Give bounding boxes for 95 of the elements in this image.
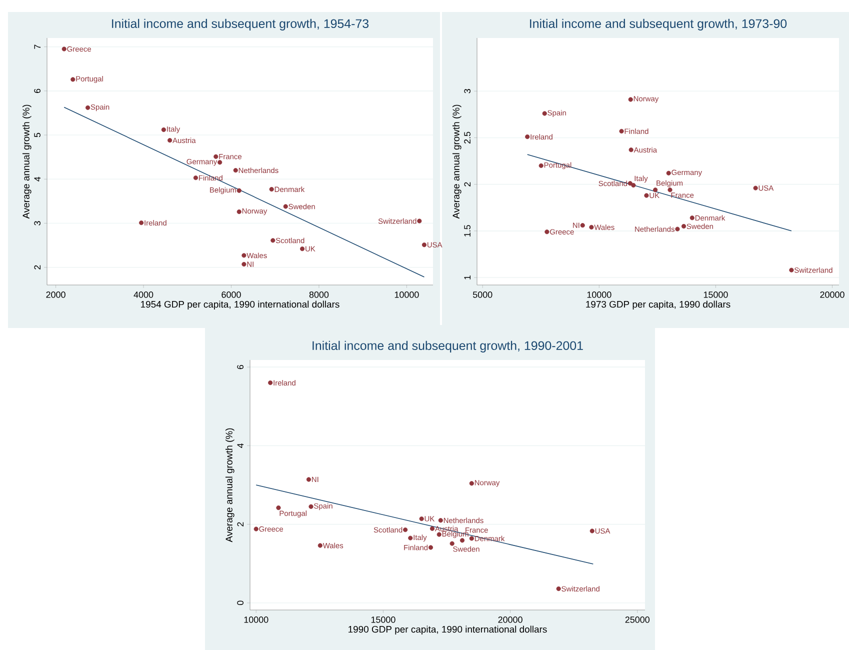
point (403, 527, 408, 532)
y-tick-label: 5 (34, 132, 40, 138)
y-tick-label: 2.5 (464, 132, 470, 144)
point (218, 160, 222, 165)
point (242, 253, 246, 258)
point (161, 127, 166, 132)
x-tick-label: 10000 (587, 292, 612, 298)
point (254, 526, 258, 532)
y-tick-label: 4 (237, 443, 244, 448)
x-tick-label: 2000 (46, 292, 66, 298)
point (628, 97, 633, 102)
y-axis-title: Average annual growth (%) (22, 104, 32, 219)
point (233, 168, 238, 173)
x-axis-title: 1990 GDP per capita, 1990 international dollars (348, 626, 547, 635)
point (666, 170, 671, 176)
point (283, 204, 288, 209)
x-axis-title: 1954 GDP per capita, 1990 international dollars (141, 300, 340, 310)
point (469, 481, 474, 486)
point (422, 242, 427, 248)
y-tick-label: 1 (464, 275, 470, 280)
point (300, 246, 305, 252)
x-tick-label: 15000 (371, 616, 396, 623)
point (544, 230, 550, 234)
y-axis-title: Average annual growth (%) (452, 104, 462, 219)
point (436, 532, 442, 537)
point (589, 224, 594, 230)
point (450, 541, 454, 546)
x-tick-label: 10000 (394, 292, 419, 298)
point (438, 518, 443, 523)
point (428, 545, 434, 550)
point (193, 176, 198, 180)
point (460, 538, 465, 543)
y-tick-label: 2 (34, 265, 40, 270)
y-tick-label: 3 (464, 89, 470, 94)
point (86, 105, 90, 110)
point (538, 163, 544, 168)
x-tick-label: 25000 (625, 616, 650, 623)
point (631, 182, 636, 188)
point (70, 77, 76, 82)
x-tick-label: 10000 (244, 616, 268, 623)
y-tick-label: 1.5 (464, 225, 470, 236)
point (242, 262, 246, 267)
point (789, 268, 794, 272)
chart-title: Initial income and subsequent growth, 1954-73 (112, 18, 369, 30)
point (556, 586, 561, 592)
x-tick-label: 4000 (134, 292, 154, 298)
point (270, 238, 276, 243)
y-tick-label: 2 (464, 182, 470, 186)
chart-title: Initial income and subsequent growth, 1990-2001 (312, 340, 583, 352)
point (268, 380, 273, 386)
point (214, 154, 218, 159)
point (580, 223, 585, 228)
point (590, 528, 594, 534)
point (318, 543, 322, 548)
chart-title: Initial income and subsequent growth, 1973-90 (530, 18, 787, 30)
point (62, 46, 66, 52)
y-tick-label: 0 (237, 600, 244, 606)
x-axis-title: 1973 GDP per capita, 1990 dollars (586, 300, 730, 310)
point (675, 226, 680, 232)
point (236, 209, 242, 214)
point (168, 138, 172, 143)
x-tick-label: 15000 (704, 292, 728, 298)
point (419, 516, 424, 522)
point (308, 504, 314, 509)
point (408, 536, 413, 540)
x-tick-label: 5000 (472, 292, 492, 298)
point (668, 188, 672, 192)
y-tick-label: 3 (34, 221, 40, 226)
point (269, 186, 274, 192)
y-axis-title: Average annual growth (%) (225, 428, 234, 542)
x-tick-label: 8000 (309, 292, 329, 298)
point (525, 134, 530, 140)
y-tick-label: 7 (34, 44, 40, 49)
point (619, 128, 624, 134)
x-tick-label: 20000 (820, 292, 844, 298)
point (139, 220, 144, 226)
y-tick-label: 6 (237, 364, 244, 370)
x-tick-label: 6000 (222, 292, 241, 298)
y-tick-label: 6 (34, 88, 40, 93)
y-tick-label: 4 (34, 176, 40, 182)
point (628, 148, 634, 152)
point (417, 218, 422, 224)
point (644, 193, 649, 198)
point (753, 186, 758, 190)
point (681, 224, 686, 229)
point (276, 505, 281, 510)
point (542, 111, 547, 116)
point (306, 477, 312, 482)
point (690, 216, 694, 220)
point (469, 536, 474, 541)
point (236, 188, 242, 193)
y-tick-label: 2 (237, 522, 244, 526)
x-tick-label: 20000 (498, 616, 522, 623)
point (653, 188, 658, 192)
point (430, 526, 435, 531)
